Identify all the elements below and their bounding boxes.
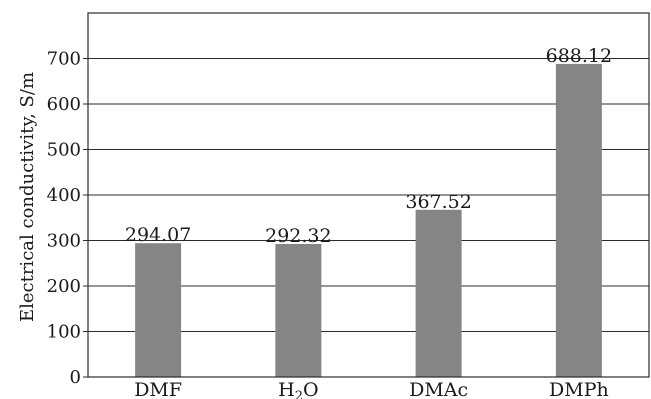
- y-tick-label: 700: [47, 49, 81, 70]
- data-label: 688.12: [546, 45, 612, 67]
- data-label: 292.32: [265, 225, 331, 247]
- y-axis-title: Electrical conductivity, S/m: [17, 72, 38, 322]
- data-label: 367.52: [405, 191, 471, 213]
- x-category-label: DMAc: [409, 379, 468, 399]
- y-tick-label: 100: [47, 322, 81, 343]
- x-category-label: H2O: [278, 379, 318, 399]
- x-category-label: DMPh: [549, 379, 609, 399]
- y-axis-ticks: 0 100 200 300 400 500 600 700: [47, 49, 88, 388]
- y-tick-label: 600: [47, 94, 81, 115]
- y-tick-label: 500: [47, 140, 81, 161]
- y-tick-label: 200: [47, 276, 81, 297]
- gridlines: [88, 58, 649, 332]
- bar-dmac: [415, 209, 462, 377]
- data-labels: 294.07 292.32 367.52 688.12: [125, 45, 612, 247]
- bar-h2o: [275, 243, 322, 377]
- bar-dmf: [135, 243, 182, 377]
- data-label: 294.07: [125, 224, 191, 246]
- y-tick-label: 400: [47, 185, 81, 206]
- y-tick-label: 300: [47, 231, 81, 252]
- y-tick-label: 0: [70, 367, 81, 388]
- bars: [135, 63, 602, 378]
- bar-dmph: [555, 63, 602, 378]
- plot-frame: [87, 12, 650, 378]
- x-category-label: DMF: [134, 379, 182, 399]
- x-axis-categories: DMF H2O DMAc DMPh: [134, 379, 609, 399]
